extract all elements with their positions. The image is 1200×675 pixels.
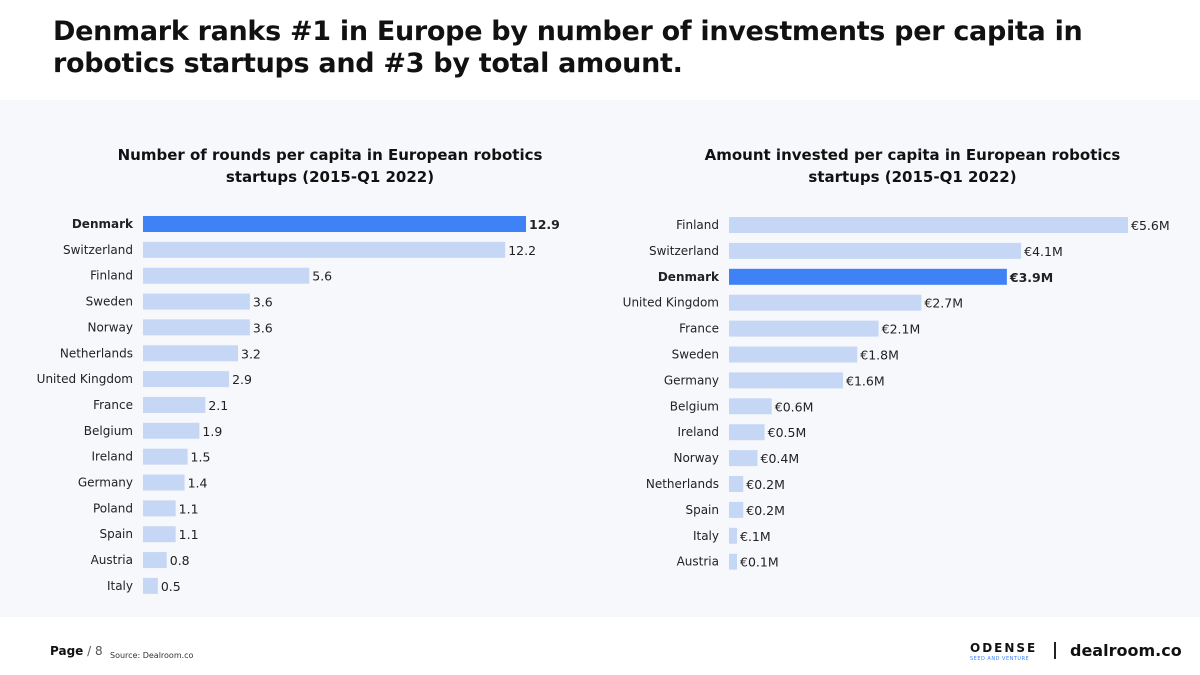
category-label: Ireland bbox=[677, 425, 719, 439]
bar bbox=[729, 242, 1022, 259]
category-label: Finland bbox=[676, 218, 719, 232]
value-label: €3.9M bbox=[1009, 270, 1053, 285]
bar bbox=[729, 527, 737, 544]
category-label: France bbox=[679, 322, 719, 336]
bar bbox=[143, 241, 506, 258]
bar bbox=[143, 474, 185, 491]
bar bbox=[143, 552, 167, 569]
value-label: 2.1 bbox=[208, 398, 228, 413]
bar bbox=[729, 553, 737, 570]
value-label: 3.2 bbox=[241, 346, 261, 361]
category-label: Denmark bbox=[72, 217, 134, 231]
category-label: Norway bbox=[673, 451, 719, 465]
value-label: €.1M bbox=[740, 529, 771, 544]
category-label: Spain bbox=[99, 527, 133, 541]
category-label: Austria bbox=[91, 553, 133, 567]
category-label: Belgium bbox=[84, 424, 133, 438]
category-label: Germany bbox=[664, 373, 719, 387]
value-label: 2.9 bbox=[232, 372, 252, 387]
category-label: United Kingdom bbox=[623, 296, 719, 310]
value-label: €2.7M bbox=[924, 296, 963, 311]
value-label: 1.9 bbox=[202, 424, 222, 439]
bar bbox=[729, 372, 843, 389]
bar bbox=[143, 371, 230, 388]
value-label: 0.5 bbox=[161, 579, 181, 594]
value-label: 1.5 bbox=[191, 450, 211, 465]
category-label: Finland bbox=[90, 269, 133, 283]
bar bbox=[729, 476, 744, 492]
value-label: €0.4M bbox=[761, 451, 800, 466]
page-count: / 8 bbox=[87, 644, 103, 658]
logo-divider bbox=[1054, 642, 1056, 659]
value-label: €1.6M bbox=[846, 373, 885, 388]
bar bbox=[729, 424, 765, 441]
value-label: 3.6 bbox=[253, 295, 273, 310]
value-label: 5.6 bbox=[312, 269, 332, 284]
bar bbox=[143, 216, 526, 232]
bar bbox=[143, 293, 250, 310]
chart-title-rounds: Number of rounds per capita in European … bbox=[117, 146, 543, 186]
category-label: Sweden bbox=[672, 348, 719, 362]
page-number: Page / 8 bbox=[50, 644, 103, 658]
category-label: Spain bbox=[685, 503, 719, 517]
bar bbox=[143, 422, 200, 439]
category-label: Netherlands bbox=[646, 477, 719, 491]
category-label: United Kingdom bbox=[37, 372, 133, 386]
bar bbox=[729, 450, 758, 467]
category-label: Germany bbox=[78, 476, 133, 490]
value-label: 1.1 bbox=[179, 501, 199, 516]
category-label: France bbox=[93, 398, 133, 412]
value-label: 1.4 bbox=[188, 476, 208, 491]
bar bbox=[143, 526, 176, 543]
category-label: Ireland bbox=[91, 450, 133, 464]
value-label: €0.2M bbox=[746, 503, 785, 518]
value-label: €2.1M bbox=[882, 322, 921, 337]
bar bbox=[729, 268, 1007, 285]
category-label: Netherlands bbox=[60, 346, 133, 360]
value-label: 12.9 bbox=[529, 217, 560, 232]
bar bbox=[143, 396, 206, 413]
value-label: €0.1M bbox=[740, 555, 779, 570]
bar bbox=[143, 267, 310, 284]
page-title: Denmark ranks #1 in Europe by number of … bbox=[53, 16, 1083, 79]
dealroom-logo: dealroom.co bbox=[1070, 641, 1182, 660]
bar bbox=[729, 501, 744, 518]
category-label: Italy bbox=[107, 579, 133, 593]
value-label: €5.6M bbox=[1131, 218, 1170, 233]
category-label: Switzerland bbox=[63, 243, 133, 257]
bar bbox=[143, 448, 188, 465]
bar bbox=[729, 320, 879, 337]
category-label: Italy bbox=[693, 529, 719, 543]
value-label: €0.5M bbox=[768, 425, 807, 440]
category-label: Sweden bbox=[86, 295, 133, 309]
bar bbox=[729, 398, 772, 415]
category-label: Denmark bbox=[658, 270, 720, 284]
bar bbox=[143, 319, 250, 336]
value-label: 0.8 bbox=[170, 553, 190, 568]
source-note: Source: Dealroom.co bbox=[110, 651, 194, 660]
category-label: Poland bbox=[93, 501, 133, 515]
value-label: 12.2 bbox=[508, 243, 536, 258]
bar bbox=[143, 500, 176, 517]
bar bbox=[729, 217, 1128, 233]
category-label: Belgium bbox=[670, 399, 719, 413]
bar bbox=[729, 294, 922, 311]
value-label: 3.6 bbox=[253, 320, 273, 335]
value-label: 1.1 bbox=[179, 527, 199, 542]
bar bbox=[729, 346, 858, 363]
category-label: Switzerland bbox=[649, 244, 719, 258]
bar bbox=[143, 345, 239, 362]
bar bbox=[143, 577, 158, 594]
value-label: €1.8M bbox=[860, 348, 899, 363]
category-label: Norway bbox=[87, 320, 133, 334]
category-label: Austria bbox=[677, 555, 719, 569]
page-label: Page bbox=[50, 644, 84, 658]
value-label: €0.6M bbox=[775, 399, 814, 414]
chart-title-amount: Amount invested per capita in European r… bbox=[704, 146, 1121, 186]
value-label: €4.1M bbox=[1024, 244, 1063, 259]
odense-logo: ODENSE SEED AND VENTURE bbox=[970, 641, 1038, 662]
value-label: €0.2M bbox=[746, 477, 785, 492]
